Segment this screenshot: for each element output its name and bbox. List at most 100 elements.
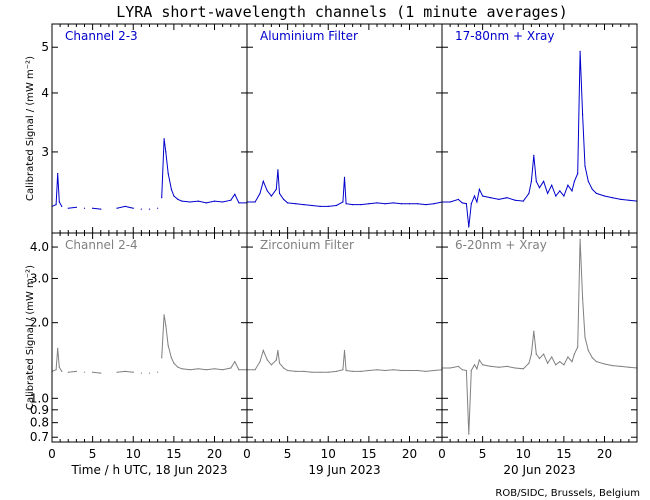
series-line-p5-s0	[442, 239, 638, 435]
data-point-p1-11	[295, 203, 297, 205]
data-point-p5-12	[498, 366, 500, 368]
data-point-p0-13	[140, 208, 142, 210]
panel-label-2: 17-80nm + Xray	[455, 29, 554, 43]
data-point-p0-30	[234, 193, 236, 195]
data-point-p0-1	[55, 204, 57, 206]
data-point-p0-12	[132, 207, 134, 209]
data-point-p2-30	[577, 172, 579, 175]
x-tick-label-c2-3: 15	[556, 447, 571, 461]
data-point-p2-40	[628, 199, 630, 201]
data-point-p1-17	[342, 201, 344, 203]
data-point-p5-24	[555, 364, 557, 366]
data-point-p3-9	[100, 372, 102, 374]
data-point-p4-5	[270, 364, 272, 366]
data-point-p1-30	[433, 203, 435, 205]
data-point-p3-21	[173, 362, 175, 364]
data-point-p2-8	[476, 201, 478, 203]
data-point-p1-20	[352, 204, 354, 206]
data-point-p2-22	[547, 192, 549, 194]
data-point-p0-19	[167, 172, 169, 175]
data-point-p2-13	[506, 197, 508, 199]
data-point-p1-16	[335, 204, 337, 207]
data-point-p1-21	[360, 204, 362, 206]
data-point-p2-38	[612, 197, 614, 199]
data-point-p5-11	[490, 365, 492, 367]
series-line-p3-s2	[92, 371, 101, 374]
data-point-p2-28	[571, 190, 573, 192]
series-line-p3-s0	[51, 348, 63, 372]
panel-label-5: 6-20nm + Xray	[455, 238, 547, 252]
data-point-p5-14	[514, 367, 516, 369]
data-point-p1-25	[392, 202, 394, 204]
data-point-p1-13	[311, 204, 313, 207]
data-point-p5-36	[595, 361, 598, 363]
data-point-p4-16	[335, 370, 337, 372]
series-line-p0-s2	[92, 207, 101, 210]
data-point-p2-37	[603, 195, 606, 197]
y-tick-label-r1-2: 0.9	[30, 403, 49, 417]
data-point-p0-9	[100, 208, 102, 210]
data-point-p5-32	[582, 297, 584, 299]
data-point-p2-27	[567, 184, 569, 186]
data-point-p0-18	[165, 151, 167, 153]
data-point-p2-1	[449, 201, 451, 203]
data-point-p1-5	[270, 195, 272, 197]
data-point-p3-11	[124, 370, 126, 372]
data-point-p2-33	[584, 165, 586, 167]
panel-label-4: Zirconium Filter	[260, 238, 354, 252]
data-point-p1-23	[376, 202, 378, 204]
credit-text: ROB/SIDC, Brussels, Belgium	[495, 488, 640, 499]
data-point-p2-5	[468, 226, 470, 228]
data-point-p5-22	[547, 362, 549, 364]
series-line-p2-s0	[442, 51, 638, 228]
y-tick-label-r0-1: 4	[41, 86, 49, 100]
data-point-p4-10	[287, 369, 289, 372]
data-point-p5-30	[577, 346, 579, 348]
data-point-p3-4	[61, 370, 63, 372]
data-point-p0-25	[197, 200, 199, 202]
data-point-p2-23	[551, 184, 553, 186]
data-point-p2-12	[498, 198, 500, 200]
data-point-p4-28	[417, 369, 419, 372]
data-point-p2-29	[573, 180, 576, 182]
data-point-p2-39	[620, 198, 622, 200]
panel-frame-r1-c0	[51, 232, 248, 443]
series-line-p1-s0	[247, 169, 443, 207]
data-point-p5-15	[522, 368, 524, 370]
data-point-p3-25	[197, 368, 199, 370]
data-point-p5-13	[506, 365, 508, 367]
series-line-p3-s5	[161, 314, 247, 371]
data-point-p0-4	[61, 205, 63, 207]
data-point-p4-8	[278, 362, 281, 364]
data-point-p0-2	[57, 172, 59, 175]
data-point-p1-8	[278, 192, 281, 194]
data-point-p0-26	[205, 202, 207, 204]
data-point-p0-14	[148, 208, 151, 210]
data-point-p4-20	[352, 370, 354, 372]
data-point-p5-40	[628, 366, 630, 368]
data-point-p2-7	[473, 195, 476, 197]
data-point-p0-17	[163, 138, 165, 140]
y-tick-label-r1-5: 3.0	[30, 271, 49, 285]
data-point-p5-28	[571, 361, 573, 363]
data-point-p3-10	[116, 371, 118, 373]
data-point-p5-25	[559, 361, 561, 363]
data-point-p3-14	[148, 372, 151, 374]
data-point-p3-16	[161, 357, 163, 359]
data-point-p2-20	[538, 187, 541, 189]
data-point-p1-26	[400, 203, 402, 205]
data-point-p2-10	[482, 195, 484, 197]
data-point-p2-36	[595, 192, 598, 194]
data-point-p4-7	[277, 349, 279, 352]
data-point-p1-27	[408, 203, 411, 205]
data-point-p1-12	[303, 204, 305, 206]
data-point-p3-26	[205, 369, 207, 371]
data-point-p5-26	[563, 364, 565, 366]
x-axis-label-c2: 20 Jun 2023	[503, 463, 575, 477]
data-point-p1-24	[384, 203, 386, 205]
series-line-p3-s1	[68, 370, 77, 373]
data-point-p3-29	[230, 367, 232, 369]
panel-frame-r1-c1	[246, 232, 443, 443]
y-tick-label-r0-0: 3	[41, 145, 49, 159]
